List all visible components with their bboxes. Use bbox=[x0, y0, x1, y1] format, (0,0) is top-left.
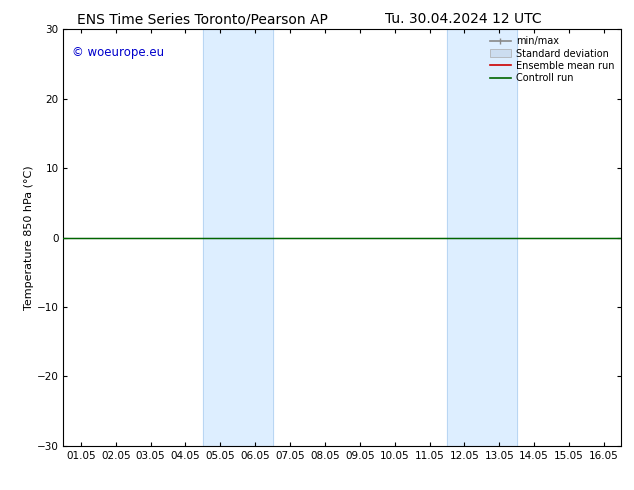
Text: Tu. 30.04.2024 12 UTC: Tu. 30.04.2024 12 UTC bbox=[384, 12, 541, 26]
Y-axis label: Temperature 850 hPa (°C): Temperature 850 hPa (°C) bbox=[24, 165, 34, 310]
Bar bbox=[203, 29, 273, 446]
Legend: min/max, Standard deviation, Ensemble mean run, Controll run: min/max, Standard deviation, Ensemble me… bbox=[488, 34, 616, 85]
Text: ENS Time Series Toronto/Pearson AP: ENS Time Series Toronto/Pearson AP bbox=[77, 12, 328, 26]
Text: © woeurope.eu: © woeurope.eu bbox=[72, 46, 164, 59]
Bar bbox=[447, 29, 517, 446]
